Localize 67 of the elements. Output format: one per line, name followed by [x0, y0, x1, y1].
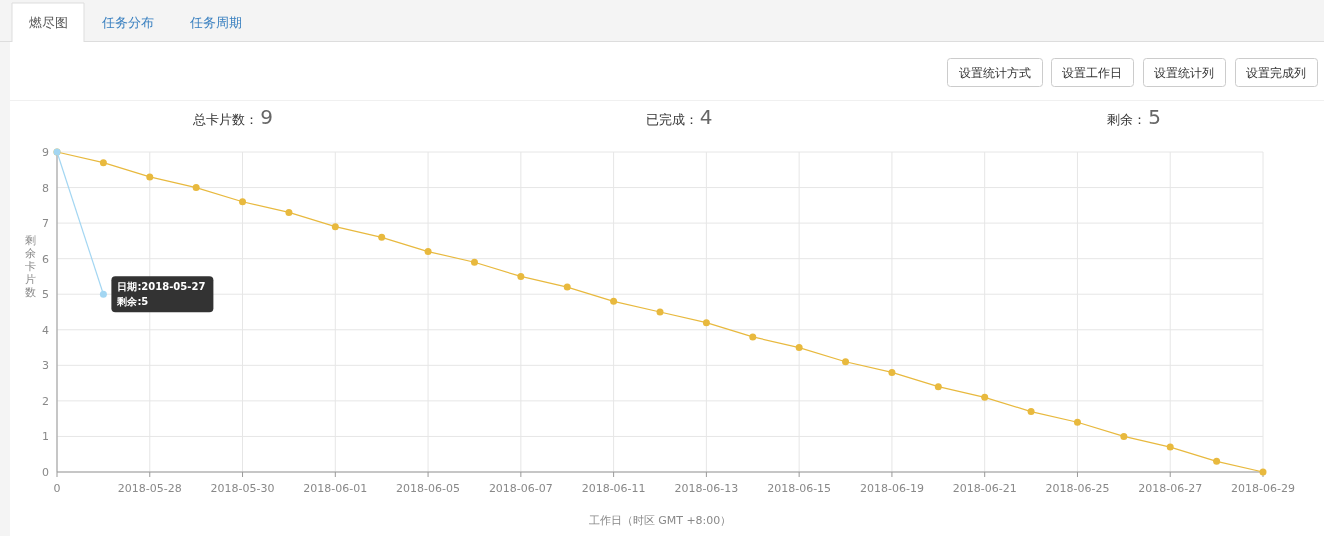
point	[470, 258, 478, 266]
text: 设置统计方式	[958, 66, 1031, 80]
y-tick-label: 5	[42, 288, 49, 302]
point	[99, 159, 107, 167]
x-tick-label: 2018-05-28	[117, 482, 182, 495]
point	[981, 393, 989, 401]
x-tick-label: 2018-06-27	[1138, 482, 1203, 495]
point	[146, 173, 154, 181]
point	[239, 198, 247, 206]
x-tick-label: 0	[53, 482, 61, 495]
x-tick-label: 2018-06-01	[303, 482, 368, 495]
x-tick-label: 2018-06-25	[1045, 482, 1110, 495]
x-tick-label: 2018-06-21	[952, 482, 1017, 495]
point	[1073, 418, 1081, 426]
point	[934, 383, 942, 391]
point	[285, 208, 293, 216]
point	[749, 333, 757, 341]
y-axis-title: 剩余卡片数	[24, 234, 36, 299]
y-tick-label: 4	[42, 323, 49, 337]
x-tick-label: 2018-06-13	[674, 482, 739, 495]
point	[656, 308, 664, 316]
point	[842, 358, 850, 366]
x-tick-label: 2018-06-29	[1231, 482, 1295, 495]
text: 已完成：	[645, 112, 698, 127]
point	[331, 223, 339, 231]
annotation: 剩余:5	[116, 296, 149, 308]
x-tick-label: 2018-06-05	[396, 482, 461, 495]
text: 总卡片数：	[192, 112, 259, 127]
point	[1027, 408, 1035, 416]
x-tick-label: 2018-06-11	[581, 482, 646, 495]
y-tick-label: 3	[42, 359, 49, 373]
text: 9	[260, 105, 273, 129]
point	[563, 283, 571, 291]
y-tick-label: 6	[42, 252, 49, 266]
text: 4	[699, 105, 713, 129]
point	[99, 290, 107, 298]
point	[1120, 432, 1128, 440]
point	[610, 297, 618, 305]
point	[378, 233, 386, 241]
y-tick-label: 7	[42, 217, 49, 231]
point	[888, 368, 896, 376]
x-tick-label: 2018-06-15	[767, 482, 832, 495]
annotation: 日期:2018-05-27	[117, 281, 206, 293]
point	[1166, 443, 1174, 451]
x-tick-label: 2018-05-30	[210, 482, 275, 495]
x-axis-title: 工作日（时区 GMT +8:00）	[588, 514, 732, 527]
y-tick-label: 0	[42, 466, 49, 479]
point	[702, 319, 710, 327]
point	[424, 248, 432, 256]
y-tick-label: 2	[42, 394, 49, 408]
point	[1213, 457, 1221, 465]
text: 任务分布	[101, 15, 154, 30]
text: 剩余：	[1107, 112, 1147, 127]
y-tick-label: 8	[42, 181, 49, 195]
text: 5	[1148, 105, 1161, 129]
text: 设置完成列	[1246, 66, 1306, 80]
text: 任务周期	[189, 15, 242, 30]
x-tick-label: 2018-06-19	[859, 482, 924, 495]
x-tick-label: 2018-06-07	[488, 482, 553, 495]
text: 燃尽图	[28, 15, 68, 30]
point	[517, 272, 525, 280]
point	[795, 344, 803, 352]
text: 设置工作日	[1062, 66, 1122, 80]
y-tick-label: 9	[42, 146, 49, 159]
text: 设置统计列	[1154, 66, 1214, 80]
point	[192, 184, 200, 192]
y-tick-label: 1	[42, 430, 49, 444]
